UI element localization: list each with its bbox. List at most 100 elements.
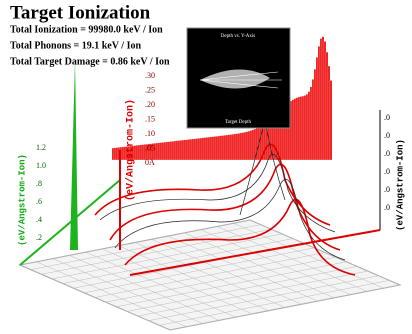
inset-title: Depth vs. Y-Axis [221, 34, 255, 39]
histogram-bar [314, 69, 316, 160]
tick-label: 1.2 [36, 143, 46, 152]
histogram-bar [140, 145, 142, 160]
histogram-bar [116, 148, 118, 160]
histogram-bar [182, 140, 184, 160]
histogram-bar [194, 139, 196, 160]
histogram-bar [162, 142, 164, 160]
histogram-bar [260, 126, 262, 160]
red-axis-label: (eV/Angstrom-Ion) [125, 99, 137, 201]
histogram-bar [218, 136, 220, 160]
tick-label: .0 [384, 167, 390, 176]
histogram-bar [320, 39, 322, 160]
histogram-bar [238, 133, 240, 160]
histogram-bar [158, 143, 160, 160]
histogram-bar [174, 141, 176, 160]
green-axis-label: (eV/Angstrom-Ion) [17, 154, 27, 246]
histogram-bar [306, 94, 308, 160]
tick-label: .0 [384, 185, 390, 194]
histogram-bar [208, 137, 210, 160]
histogram-bar [122, 147, 124, 160]
histogram-bar [214, 136, 216, 160]
histogram-bar [138, 145, 140, 160]
tick-label: 1.0 [36, 161, 46, 170]
histogram-bar [244, 132, 246, 160]
tick-label: .0 [384, 203, 390, 212]
tick-label: .25 [145, 85, 155, 94]
tick-label: .15 [145, 114, 155, 123]
histogram-bar [230, 134, 232, 160]
tick-label: .2 [36, 233, 42, 242]
histogram-bar [328, 66, 330, 160]
histogram-bar [300, 96, 302, 160]
histogram-bar [112, 148, 114, 160]
histogram-bar [192, 139, 194, 160]
histogram-bar [170, 141, 172, 160]
histogram-bar [212, 137, 214, 160]
histogram-bar [330, 80, 332, 160]
histogram-bar [184, 140, 186, 160]
tick-label: .0 [384, 113, 390, 122]
tick-label: .0 [384, 149, 390, 158]
tick-label: .8 [36, 179, 42, 188]
histogram-bar [324, 41, 326, 160]
histogram-bar [302, 96, 304, 160]
histogram-bar [200, 138, 202, 160]
histogram-bar [186, 140, 188, 160]
histogram-bar [198, 138, 200, 160]
histogram-bar [210, 137, 212, 160]
histogram-bar [308, 92, 310, 160]
tick-label: .10 [145, 129, 155, 138]
histogram-bar [322, 37, 324, 160]
histogram-bar [250, 130, 252, 160]
histogram-bar [226, 135, 228, 160]
histogram-bar [312, 79, 314, 160]
histogram-bar [232, 134, 234, 160]
histogram-bar [216, 136, 218, 160]
histogram-bar [316, 57, 318, 160]
histogram-bar [318, 46, 320, 160]
histogram-bar [224, 135, 226, 160]
histogram-bar [142, 145, 144, 160]
histogram-bar [240, 133, 242, 160]
stat: Total Target Damage = 0.86 keV / Ion [10, 56, 170, 67]
tick-label: .30 [145, 71, 155, 80]
tick-label: .20 [145, 100, 155, 109]
histogram-bar [304, 95, 306, 160]
histogram-bar [292, 100, 294, 160]
tick-label: .0 [384, 131, 390, 140]
tick-label: .6 [36, 197, 42, 206]
histogram-bar [114, 148, 116, 160]
histogram-bar [298, 97, 300, 160]
right-axis-label: (eV/Angstrom-Ion) [395, 139, 405, 231]
histogram-bar [228, 135, 230, 160]
histogram-bar [294, 98, 296, 160]
histogram-bar [202, 138, 204, 160]
histogram-bar [234, 134, 236, 160]
histogram-bar [248, 131, 250, 160]
inset-x-label: Target Depth [225, 120, 252, 125]
histogram-bar [164, 142, 166, 160]
histogram-bar [204, 138, 206, 160]
tick-label: .05 [145, 143, 155, 152]
histogram-bar [190, 139, 192, 160]
histogram-bar [172, 141, 174, 160]
histogram-bar [176, 141, 178, 160]
histogram-bar [156, 143, 158, 160]
histogram-bar [168, 142, 170, 160]
histogram-bar [220, 136, 222, 160]
histogram-bar [196, 138, 198, 160]
histogram-bar [252, 130, 254, 160]
histogram-bar [310, 87, 312, 160]
histogram-bar [326, 52, 328, 160]
histogram-bar [264, 124, 266, 160]
stat: Total Phonons = 19.1 keV / Ion [10, 40, 141, 51]
histogram-bar [222, 135, 224, 160]
histogram-bar [180, 140, 182, 160]
histogram-bar [296, 98, 298, 160]
histogram-bar [206, 137, 208, 160]
screen: Depth vs. Y-Axis Target Depth Target Ion… [0, 0, 412, 334]
title: Target Ionization [10, 2, 151, 23]
histogram-bar [178, 141, 180, 161]
histogram-bar [242, 133, 244, 160]
histogram-bar [160, 143, 162, 160]
